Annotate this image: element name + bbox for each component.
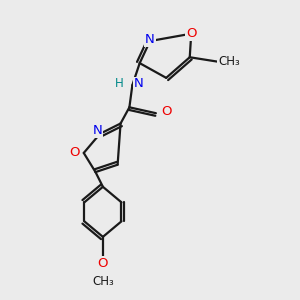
- Text: O: O: [186, 27, 196, 40]
- Text: O: O: [70, 146, 80, 159]
- Text: H: H: [115, 77, 124, 90]
- Text: N: N: [134, 77, 144, 90]
- Text: O: O: [98, 257, 108, 270]
- Text: N: N: [145, 33, 155, 46]
- Text: CH₃: CH₃: [218, 55, 240, 68]
- Text: N: N: [93, 124, 103, 137]
- Text: O: O: [161, 105, 172, 118]
- Text: CH₃: CH₃: [92, 274, 114, 287]
